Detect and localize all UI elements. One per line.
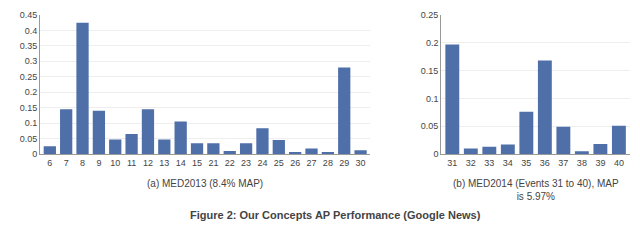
svg-text:15: 15 bbox=[192, 158, 202, 168]
svg-text:25: 25 bbox=[274, 158, 284, 168]
svg-text:31: 31 bbox=[447, 158, 457, 168]
svg-text:39: 39 bbox=[595, 158, 605, 168]
svg-text:0.3: 0.3 bbox=[25, 56, 38, 66]
svg-text:0.15: 0.15 bbox=[20, 103, 38, 113]
svg-text:0.1: 0.1 bbox=[426, 94, 439, 104]
svg-text:11: 11 bbox=[127, 158, 136, 168]
svg-text:0.05: 0.05 bbox=[20, 134, 38, 144]
svg-text:36: 36 bbox=[540, 158, 550, 168]
svg-text:0.2: 0.2 bbox=[426, 38, 439, 48]
svg-text:24: 24 bbox=[257, 158, 267, 168]
svg-text:38: 38 bbox=[577, 158, 587, 168]
svg-text:9: 9 bbox=[96, 158, 101, 168]
svg-text:Figure 2: Our Concepts AP Perf: Figure 2: Our Concepts AP Performance (G… bbox=[190, 209, 481, 221]
svg-text:23: 23 bbox=[241, 158, 251, 168]
svg-text:14: 14 bbox=[176, 158, 186, 168]
svg-text:35: 35 bbox=[521, 158, 531, 168]
svg-text:0.4: 0.4 bbox=[25, 26, 38, 36]
svg-text:0.25: 0.25 bbox=[20, 72, 38, 82]
svg-text:32: 32 bbox=[466, 158, 476, 168]
svg-text:30: 30 bbox=[356, 158, 366, 168]
svg-text:34: 34 bbox=[503, 158, 513, 168]
svg-text:7: 7 bbox=[64, 158, 69, 168]
svg-text:10: 10 bbox=[110, 158, 120, 168]
svg-text:0.35: 0.35 bbox=[20, 41, 38, 51]
svg-text:0.15: 0.15 bbox=[421, 66, 439, 76]
svg-text:27: 27 bbox=[307, 158, 317, 168]
svg-text:0: 0 bbox=[32, 149, 37, 159]
svg-text:(b) MED2014 (Events 31 to 40),: (b) MED2014 (Events 31 to 40), MAPis 5.9… bbox=[453, 178, 619, 202]
svg-text:33: 33 bbox=[484, 158, 494, 168]
svg-text:22: 22 bbox=[225, 158, 235, 168]
svg-text:37: 37 bbox=[558, 158, 568, 168]
svg-text:28: 28 bbox=[323, 158, 333, 168]
svg-text:0.45: 0.45 bbox=[20, 10, 38, 20]
svg-text:13: 13 bbox=[159, 158, 169, 168]
svg-text:29: 29 bbox=[339, 158, 349, 168]
svg-text:0.25: 0.25 bbox=[421, 10, 439, 20]
svg-text:12: 12 bbox=[143, 158, 153, 168]
svg-text:0.05: 0.05 bbox=[421, 121, 439, 131]
svg-text:6: 6 bbox=[47, 158, 52, 168]
svg-text:0.1: 0.1 bbox=[25, 118, 38, 128]
svg-text:40: 40 bbox=[614, 158, 624, 168]
svg-text:0: 0 bbox=[433, 149, 438, 159]
svg-text:26: 26 bbox=[290, 158, 300, 168]
svg-text:0.2: 0.2 bbox=[25, 87, 38, 97]
svg-text:(a) MED2013 (8.4% MAP): (a) MED2013 (8.4% MAP) bbox=[147, 178, 263, 189]
svg-text:21: 21 bbox=[208, 158, 218, 168]
svg-text:8: 8 bbox=[80, 158, 85, 168]
